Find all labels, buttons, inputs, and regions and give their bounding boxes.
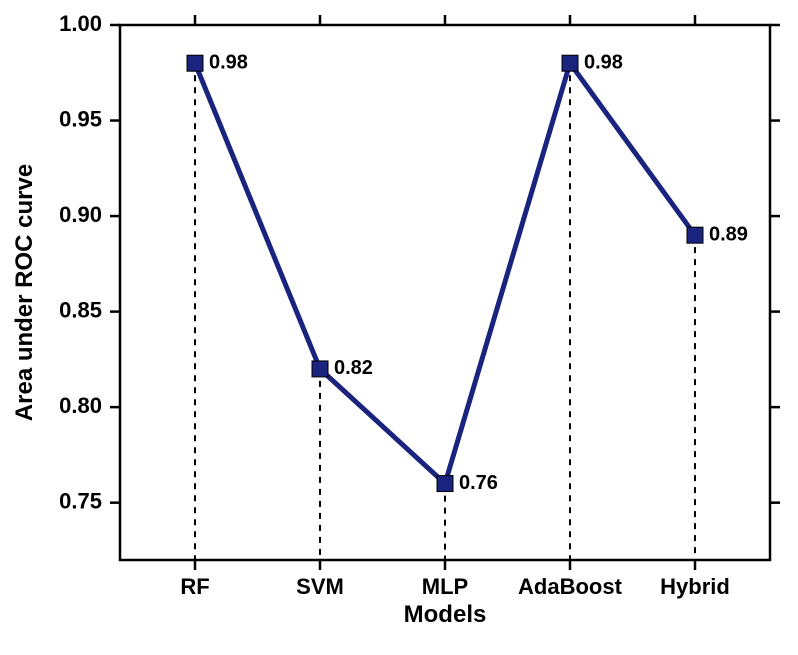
data-line <box>195 63 695 483</box>
x-tick-label: AdaBoost <box>518 574 623 599</box>
data-marker <box>312 361 328 377</box>
y-tick-label: 0.85 <box>59 297 102 322</box>
y-tick-label: 0.90 <box>59 202 102 227</box>
data-value-label: 0.98 <box>209 51 248 73</box>
x-tick-label: SVM <box>296 574 344 599</box>
x-tick-label: MLP <box>422 574 468 599</box>
y-axis-label: Area under ROC curve <box>11 164 38 421</box>
y-tick-label: 1.00 <box>59 11 102 36</box>
data-value-label: 0.82 <box>334 357 373 379</box>
roc-chart: 0.75 0.80 0.85 0.90 0.95 1.00 RF SVM MLP AdaBoost… <box>0 0 798 655</box>
x-tick-label: RF <box>180 574 209 599</box>
y-tick-label: 0.80 <box>59 393 102 418</box>
x-axis-label: Models <box>404 601 487 628</box>
y-tick-label: 0.75 <box>59 488 102 513</box>
data-marker <box>437 476 453 492</box>
data-marker <box>687 227 703 243</box>
y-tick-label: 0.95 <box>59 106 102 131</box>
data-marker <box>562 55 578 71</box>
data-value-label: 0.89 <box>709 223 748 245</box>
data-marker <box>187 55 203 71</box>
chart-svg: 0.75 0.80 0.85 0.90 0.95 1.00 RF SVM MLP AdaBoost… <box>0 0 798 655</box>
data-value-label: 0.98 <box>584 51 623 73</box>
x-tick-label: Hybrid <box>660 574 730 599</box>
data-value-label: 0.76 <box>459 472 498 494</box>
